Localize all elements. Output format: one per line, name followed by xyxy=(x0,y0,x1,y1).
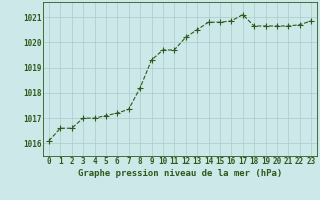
X-axis label: Graphe pression niveau de la mer (hPa): Graphe pression niveau de la mer (hPa) xyxy=(78,169,282,178)
